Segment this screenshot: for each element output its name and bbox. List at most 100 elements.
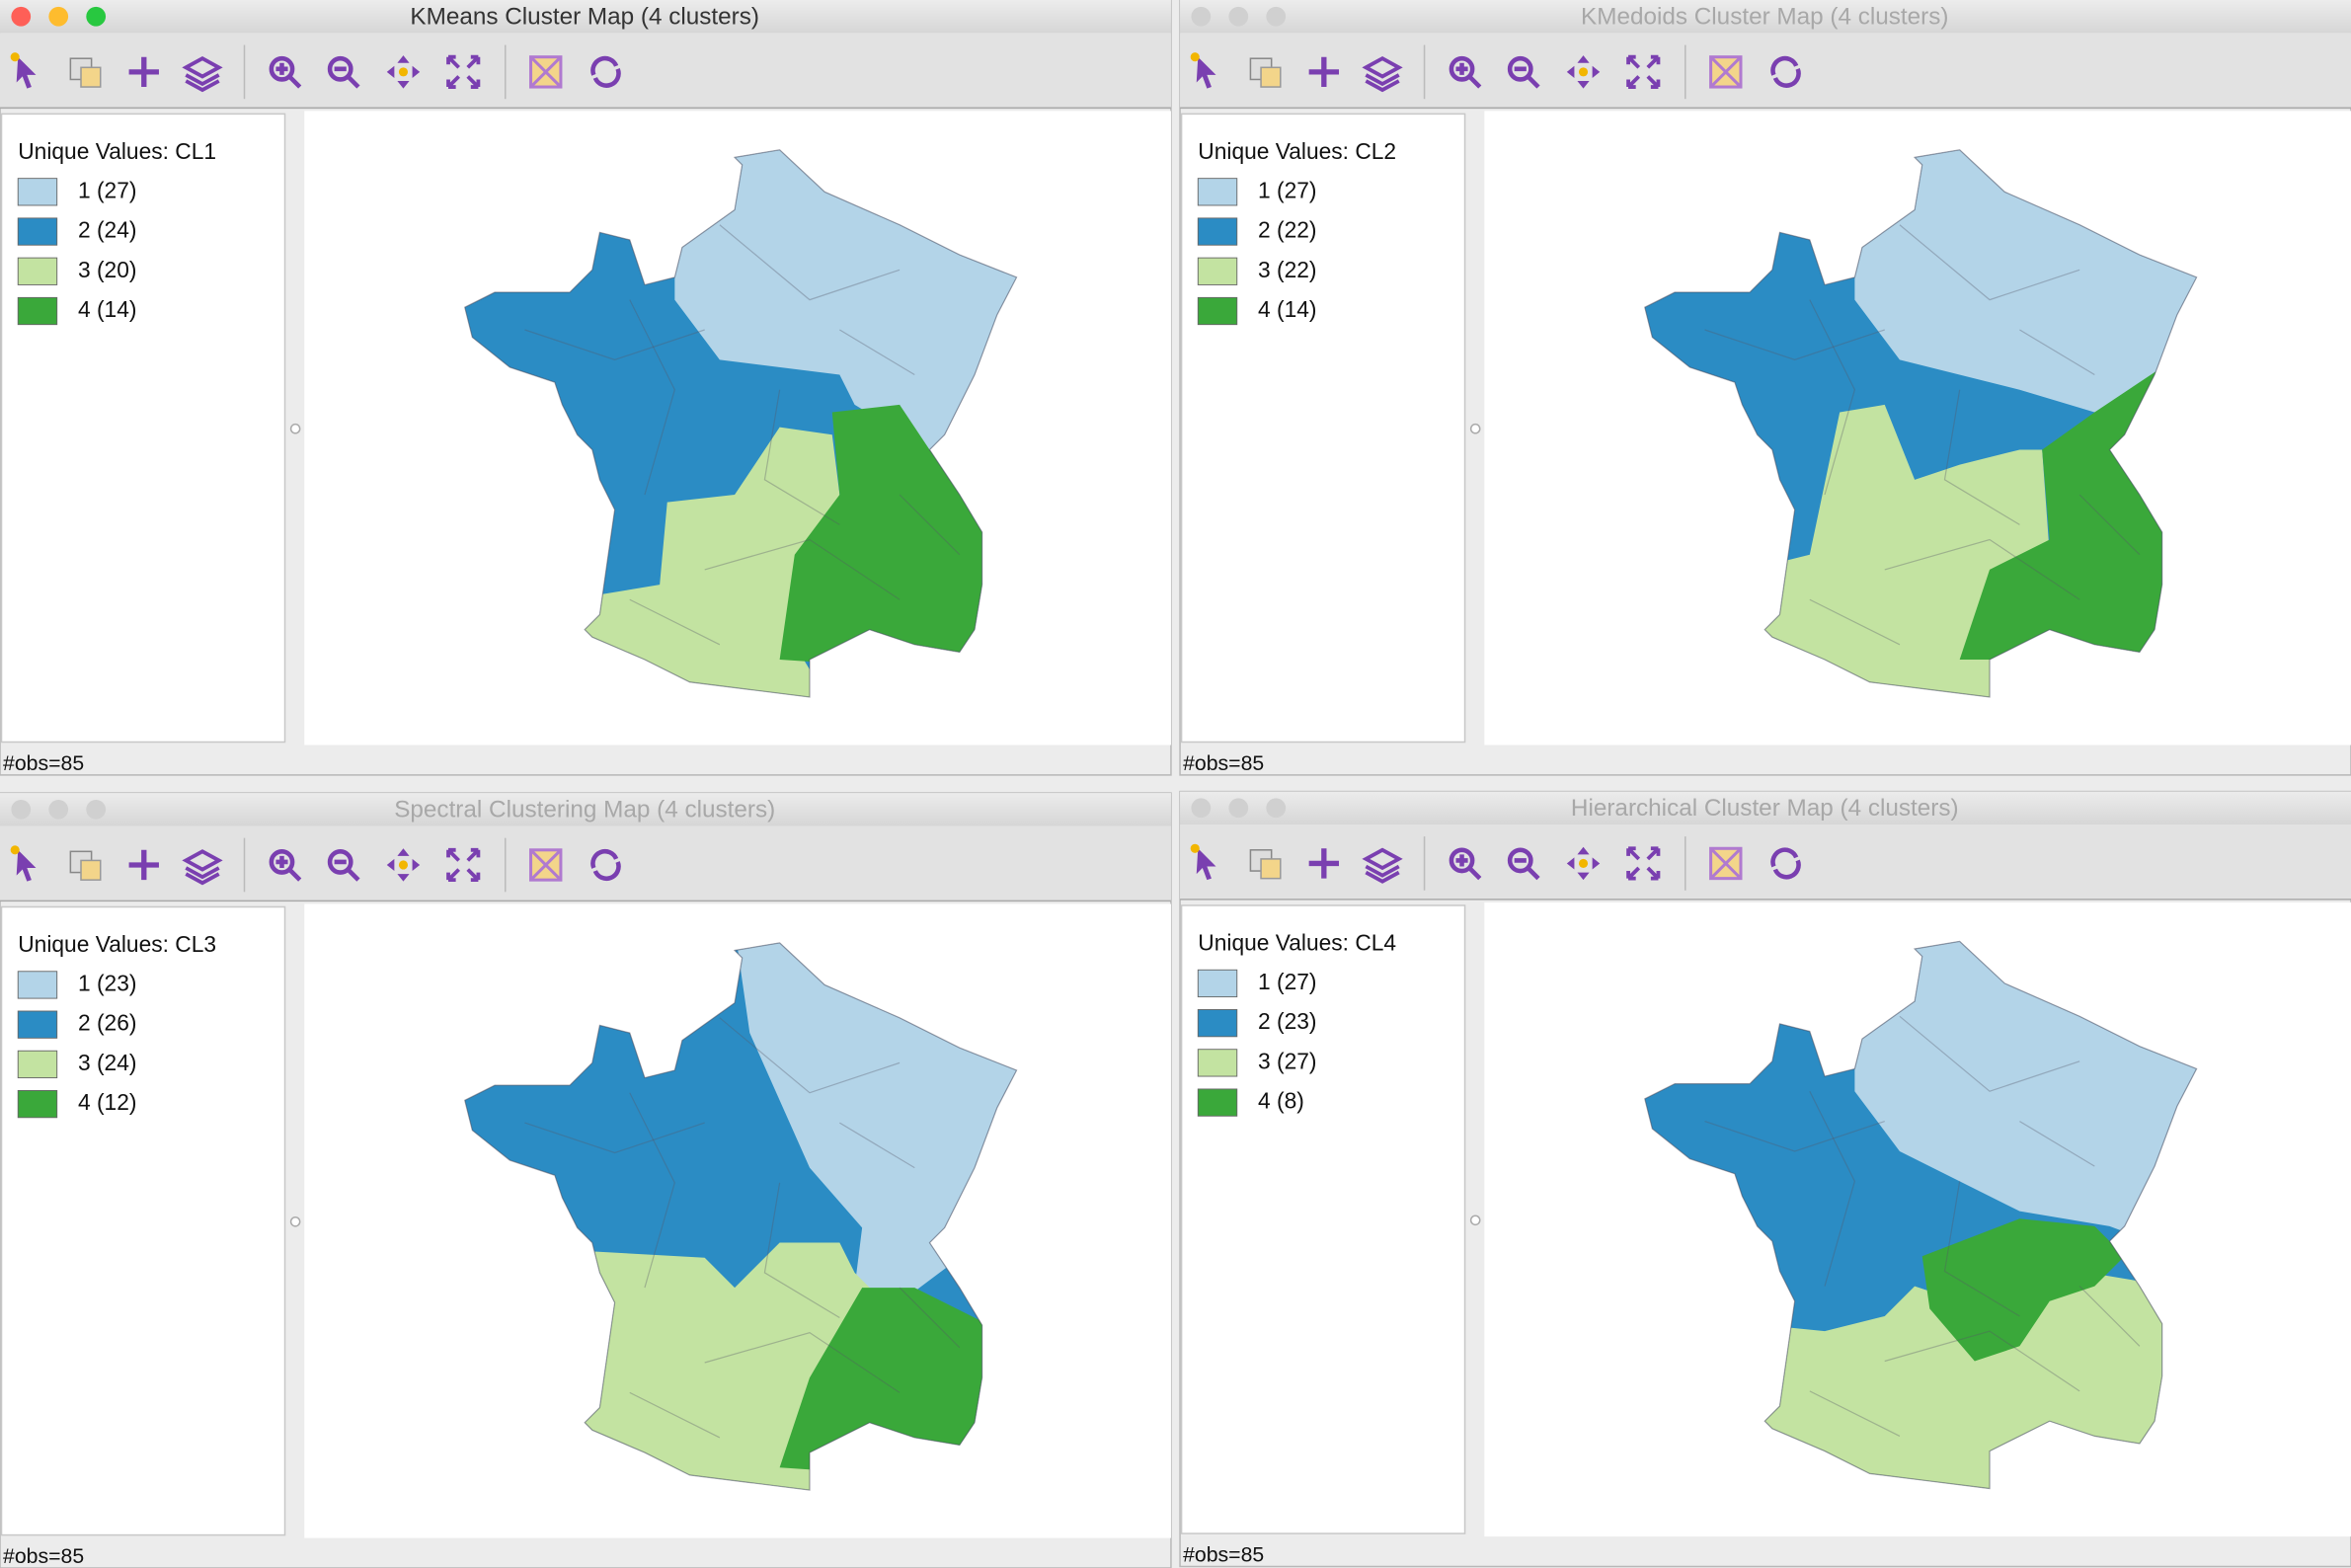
toolbar-button[interactable] bbox=[590, 848, 621, 882]
window-control[interactable] bbox=[1266, 6, 1287, 27]
window-control[interactable] bbox=[1191, 6, 1212, 27]
toolbar-button[interactable] bbox=[446, 847, 481, 883]
toolbar-button[interactable] bbox=[1770, 847, 1801, 880]
department-border bbox=[704, 538, 901, 600]
icon bbox=[1260, 858, 1282, 880]
legend-label: 3 (24) bbox=[78, 1050, 136, 1075]
toolbar-button[interactable] bbox=[1507, 847, 1540, 881]
toolbar-button[interactable] bbox=[10, 52, 37, 89]
toolbar-button[interactable] bbox=[1362, 56, 1403, 93]
toolbar-button[interactable] bbox=[1626, 54, 1661, 89]
toolbar-button[interactable] bbox=[182, 56, 223, 93]
window-control[interactable] bbox=[1191, 798, 1212, 819]
window-control[interactable] bbox=[11, 799, 32, 820]
toolbar-button[interactable] bbox=[446, 54, 481, 89]
toolbar-button[interactable] bbox=[128, 849, 159, 881]
toolbar-button[interactable] bbox=[1626, 846, 1661, 881]
department-border bbox=[2078, 1286, 2141, 1347]
icon bbox=[1514, 858, 1540, 881]
window-control[interactable] bbox=[1228, 6, 1249, 27]
legend-title: Unique Values: CL1 bbox=[18, 138, 216, 164]
icon bbox=[1709, 847, 1743, 880]
legend-swatch bbox=[1197, 217, 1238, 246]
toolbar bbox=[0, 825, 1171, 902]
toolbar-button[interactable] bbox=[1190, 52, 1216, 89]
toolbar-button[interactable] bbox=[590, 55, 621, 88]
title-bar bbox=[1180, 791, 2351, 824]
icon bbox=[1449, 847, 1475, 874]
icon bbox=[1196, 56, 1216, 89]
toolbar-button[interactable] bbox=[386, 848, 421, 882]
toolbar-button[interactable] bbox=[10, 845, 37, 882]
window-control[interactable] bbox=[1266, 798, 1287, 819]
icon bbox=[446, 54, 481, 89]
toolbar-button[interactable] bbox=[1362, 847, 1403, 884]
toolbar-button[interactable] bbox=[1249, 57, 1282, 88]
status-bar: #obs=85 bbox=[3, 1544, 84, 1568]
icon bbox=[1455, 854, 1482, 881]
splitter-handle bbox=[1469, 1215, 1481, 1226]
cluster-region bbox=[1921, 1218, 2125, 1362]
icon bbox=[275, 62, 302, 89]
toolbar-button[interactable] bbox=[529, 848, 563, 882]
toolbar-button[interactable] bbox=[529, 55, 563, 89]
toolbar-button[interactable] bbox=[1709, 55, 1743, 89]
icon bbox=[398, 860, 409, 870]
toolbar-button[interactable] bbox=[386, 55, 421, 89]
toolbar-button[interactable] bbox=[128, 56, 159, 88]
toolbar-button[interactable] bbox=[1449, 55, 1482, 89]
icon bbox=[1626, 846, 1661, 881]
toolbar-button[interactable] bbox=[269, 55, 302, 89]
window-control[interactable] bbox=[48, 799, 69, 820]
icon bbox=[1514, 66, 1540, 89]
icon bbox=[1455, 62, 1482, 89]
window-control[interactable] bbox=[1228, 798, 1249, 819]
department-border bbox=[629, 598, 721, 646]
icon bbox=[182, 849, 223, 886]
toolbar-button[interactable] bbox=[1308, 56, 1340, 88]
legend-panel bbox=[1180, 113, 1466, 744]
department-border bbox=[839, 329, 915, 376]
icon bbox=[275, 855, 302, 882]
toolbar-button[interactable] bbox=[1709, 846, 1743, 881]
toolbar bbox=[1180, 33, 2351, 109]
toolbar-button[interactable] bbox=[182, 849, 223, 886]
toolbar-button[interactable] bbox=[1566, 55, 1601, 89]
icon bbox=[10, 52, 20, 62]
department-border bbox=[629, 1092, 675, 1289]
toolbar-button[interactable] bbox=[1190, 843, 1216, 881]
icon bbox=[590, 55, 621, 88]
toolbar-button[interactable] bbox=[69, 850, 102, 881]
splitter-handle bbox=[289, 423, 301, 434]
window-title: KMeans Cluster Map (4 clusters) bbox=[410, 4, 759, 31]
window-control[interactable] bbox=[86, 6, 107, 27]
department-border bbox=[2078, 494, 2141, 556]
toolbar-button[interactable] bbox=[1308, 848, 1340, 879]
department-border bbox=[899, 1287, 961, 1349]
toolbar-button[interactable] bbox=[1249, 849, 1282, 880]
window-control[interactable] bbox=[11, 6, 32, 27]
department-border bbox=[524, 1122, 705, 1154]
toolbar-button[interactable] bbox=[269, 849, 302, 882]
toolbar-button[interactable] bbox=[327, 55, 360, 89]
window-control[interactable] bbox=[48, 6, 69, 27]
legend-swatch bbox=[17, 257, 58, 285]
icon bbox=[1578, 67, 1589, 77]
icon bbox=[1190, 52, 1200, 62]
toolbar-button[interactable] bbox=[69, 57, 102, 88]
toolbar-button[interactable] bbox=[1566, 846, 1601, 881]
toolbar-button[interactable] bbox=[1507, 55, 1540, 89]
window-control[interactable] bbox=[86, 799, 107, 820]
window: Spectral Clustering Map (4 clusters) Uniq… bbox=[0, 792, 1172, 1568]
icon bbox=[529, 848, 562, 882]
department-border bbox=[719, 224, 901, 301]
title-bar bbox=[0, 793, 1171, 826]
toolbar-button[interactable] bbox=[1770, 55, 1801, 88]
legend-label: 1 (27) bbox=[1258, 969, 1316, 994]
toolbar-button[interactable] bbox=[327, 849, 360, 882]
legend-swatch bbox=[1197, 969, 1238, 998]
toolbar-button[interactable] bbox=[1449, 847, 1482, 881]
department-border bbox=[629, 1391, 721, 1439]
department-border bbox=[1899, 1015, 2080, 1092]
